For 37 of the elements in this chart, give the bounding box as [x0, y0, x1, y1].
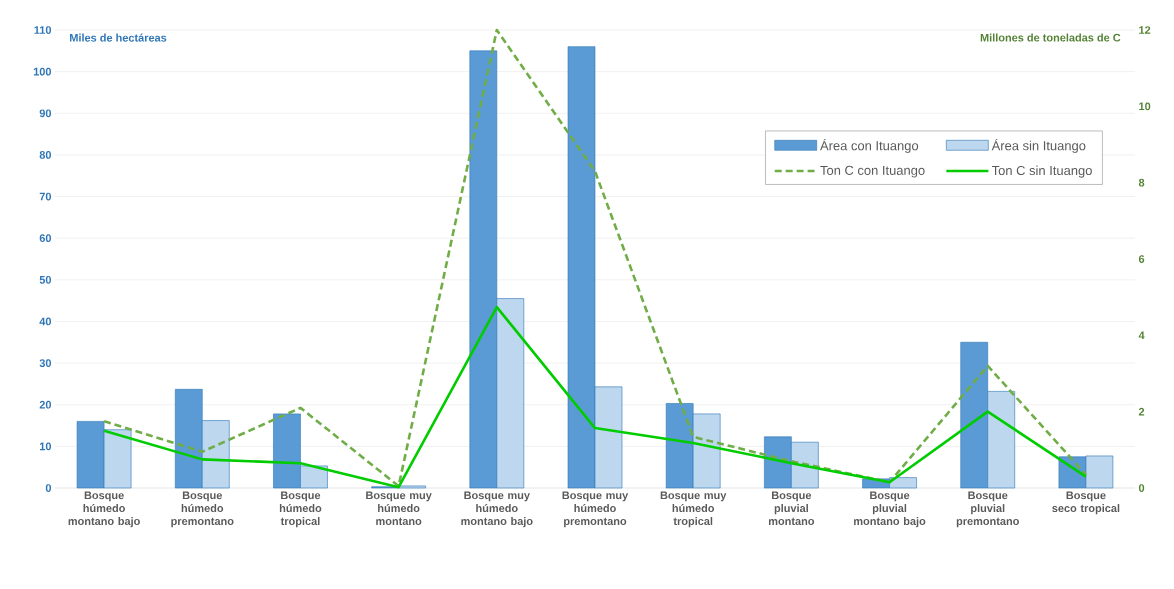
y-tick-label: 50 — [39, 275, 52, 284]
y2-axis-title: Millones de toneladas de C — [980, 33, 1121, 42]
y2-tick-label: 4 — [1138, 331, 1145, 340]
x-tick-label: Bosque pluvial montano — [768, 491, 815, 526]
y2-tick-label: 0 — [1138, 484, 1145, 492]
y-tick-label: 60 — [39, 234, 52, 243]
y-axis-title: Miles de hectáreas — [70, 33, 167, 42]
y-tick-label: 110 — [34, 26, 52, 34]
y-tick-label: 80 — [39, 151, 52, 159]
x-tick-label: Bosque muy húmedo tropical — [660, 491, 727, 528]
y-tick-label: 20 — [39, 400, 52, 409]
y-tick-label: 40 — [39, 317, 52, 326]
y2-tick-label: 10 — [1139, 102, 1151, 111]
legend-label: Área con Ituango — [820, 138, 919, 153]
y2-tick-label: 12 — [1139, 26, 1151, 34]
x-tick-label: Bosque pluvial premontano — [956, 491, 1019, 528]
y-tick-label: 10 — [39, 442, 52, 451]
y-tick-label: 30 — [39, 359, 52, 367]
y-tick-label: 0 — [45, 484, 52, 492]
x-tick-label: Bosque muy húmedo montano — [366, 491, 432, 526]
x-tick-label: Bosque seco tropical — [1052, 491, 1120, 515]
x-tick-label: Bosque muy húmedo montano bajo — [461, 491, 533, 528]
y2-tick-label: 2 — [1138, 407, 1145, 416]
x-tick-label: Bosque pluvial montano bajo — [854, 491, 926, 528]
line-series — [102, 305, 1088, 489]
y2-tick-label: 8 — [1138, 178, 1145, 187]
y-tick-label: 90 — [39, 109, 52, 118]
legend-label: Ton C con Ituango — [820, 165, 925, 178]
y-tick-label: 100 — [33, 67, 52, 76]
x-tick-label: Bosque húmedo montano bajo — [68, 491, 140, 528]
legend-label: Ton C sin Ituango — [991, 165, 1092, 178]
x-tick-label: Bosque húmedo premontano — [171, 491, 234, 528]
x-tick-label: Bosque muy húmedo premontano — [562, 491, 629, 528]
x-tick-label: Bosque húmedo tropical — [279, 491, 322, 528]
legend-label: Área sin Ituango — [991, 138, 1086, 153]
y-tick-label: 70 — [39, 192, 52, 201]
y2-tick-label: 6 — [1138, 255, 1145, 263]
